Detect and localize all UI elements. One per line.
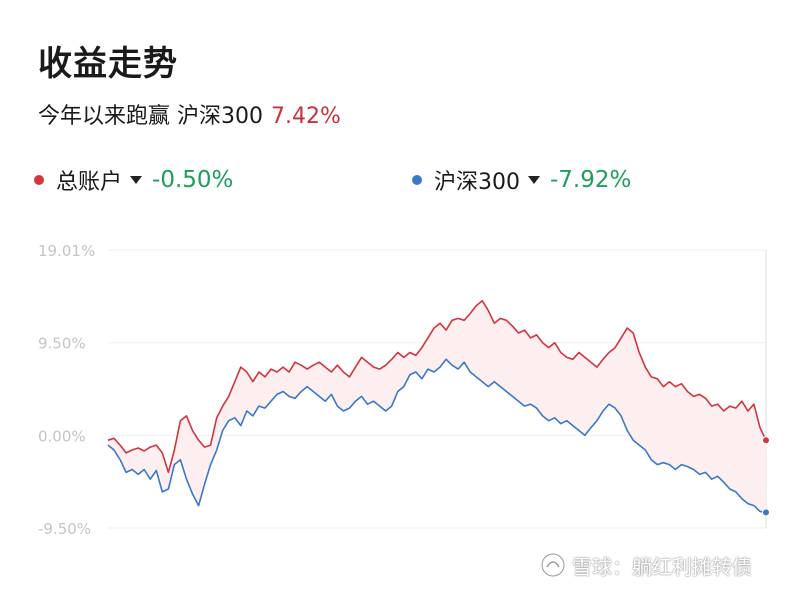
legend-item-total-account[interactable]: 总账户 -0.50% [34, 165, 233, 195]
outperformance-label: 今年以来跑赢 沪深300 [38, 104, 263, 129]
legend-csi300-label: 沪深300 [434, 170, 520, 195]
watermark: 雪球：躺红利摊转债 [540, 548, 752, 582]
total-account-dot-icon [34, 175, 44, 185]
legend-csi300-value: -7.92% [550, 167, 632, 193]
caret-down-icon[interactable] [528, 176, 540, 184]
page-title: 收益走势 [38, 44, 178, 84]
caret-down-icon[interactable] [130, 176, 143, 184]
y-tick-label: 19.01% [38, 242, 95, 260]
end-point-csi300 [762, 508, 770, 517]
y-tick-label: 9.50% [38, 335, 86, 353]
series-line-csi300 [107, 358, 767, 514]
outperformance-value: 7.42% [271, 104, 341, 129]
watermark-text: 雪球：躺红利摊转债 [572, 554, 752, 579]
y-tick-label: -9.50% [38, 520, 91, 538]
return-trend-chart[interactable]: 19.01%9.50%0.00%-9.50%2024-01-022024-09-… [0, 228, 800, 548]
outperformance-summary: 今年以来跑赢 沪深300 7.42% [38, 98, 341, 130]
legend-item-csi300[interactable]: 沪深300 -7.92% [412, 165, 631, 195]
legend-total-account-value: -0.50% [152, 167, 234, 193]
series-line-total-account [107, 300, 767, 474]
legend-total-account-label: 总账户 [56, 170, 123, 195]
end-point-total-account [762, 436, 770, 445]
outperformance-band [108, 300, 766, 513]
snowball-logo-icon [540, 552, 566, 578]
csi300-dot-icon [412, 175, 422, 185]
y-tick-label: 0.00% [38, 427, 86, 445]
